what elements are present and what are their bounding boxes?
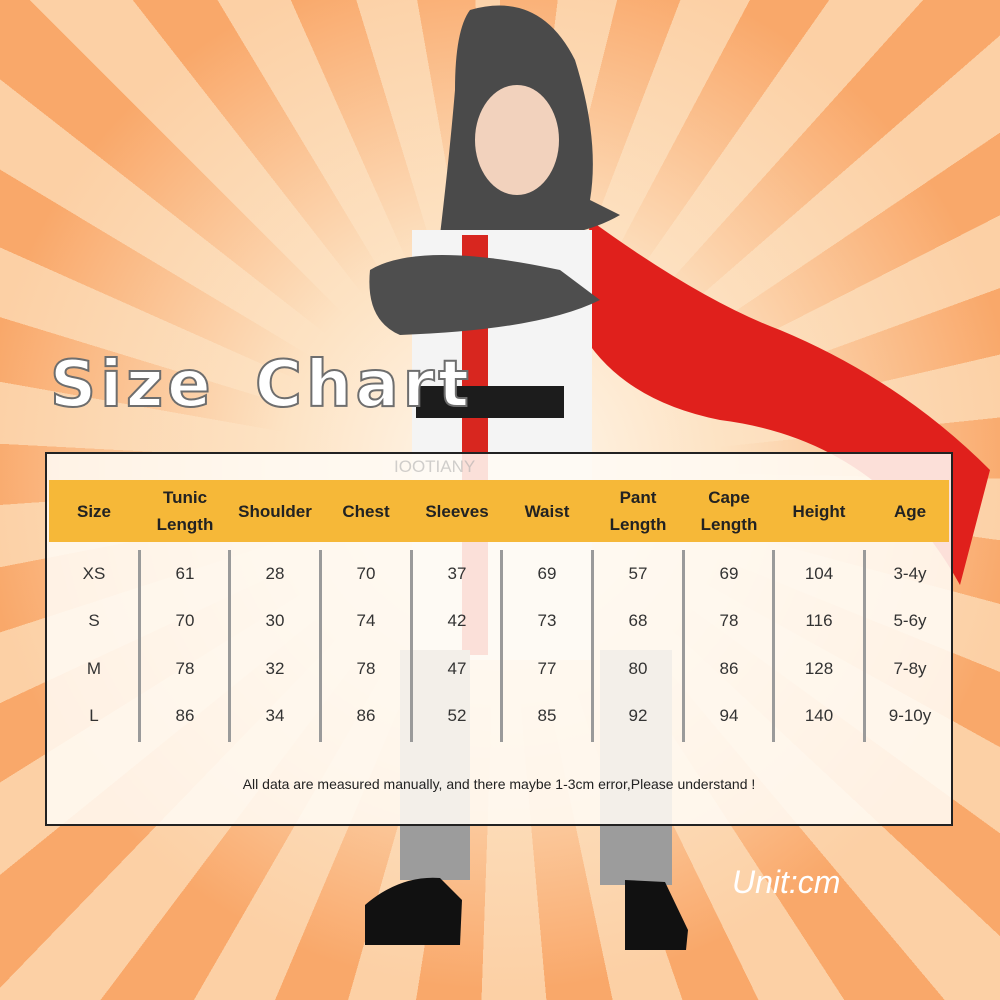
column-divider <box>319 550 322 742</box>
column-header: Waist <box>524 501 570 521</box>
table-cell: 73 <box>537 611 557 630</box>
table-cell: 34 <box>265 706 285 725</box>
table-cell: L <box>89 706 99 725</box>
header-band <box>49 480 949 542</box>
table-cell: 86 <box>719 659 739 678</box>
belt <box>416 386 564 418</box>
table-cell: 94 <box>719 706 739 725</box>
arms <box>369 255 600 335</box>
column-header: Cape Length <box>700 488 758 534</box>
column-header: Sleeves <box>425 501 489 521</box>
table-cell: 140 <box>804 706 834 725</box>
table-cell: 78 <box>719 611 739 630</box>
column-header: Chest <box>342 501 390 521</box>
column-divider <box>228 550 231 742</box>
table-cell: 74 <box>356 611 376 630</box>
table-cell: 78 <box>356 659 376 678</box>
table-cell: 86 <box>175 706 195 725</box>
table-cell: 128 <box>804 659 834 678</box>
table-cell: 37 <box>447 564 467 583</box>
table-cell: 85 <box>537 706 557 725</box>
column-header: Height <box>792 501 846 521</box>
table-cell: 78 <box>175 659 195 678</box>
table-cell: 70 <box>356 564 376 583</box>
table-cell: 116 <box>805 611 833 630</box>
table-cell: 61 <box>175 564 195 583</box>
table-cell: S <box>88 611 100 630</box>
column-divider <box>410 550 413 742</box>
table-cell: 69 <box>719 564 739 583</box>
table-cell: 80 <box>628 659 648 678</box>
column-header: Age <box>893 501 927 521</box>
column-divider <box>500 550 503 742</box>
right-shoe <box>625 880 688 950</box>
column-header: Shoulder <box>238 501 312 521</box>
column-header: Tunic Length <box>156 488 214 534</box>
table-cell: 92 <box>628 706 648 725</box>
face <box>475 85 559 195</box>
table-cell: 104 <box>804 564 834 583</box>
table-cell: 32 <box>265 659 285 678</box>
table-cell: 86 <box>356 706 376 725</box>
table-cell: 42 <box>447 611 467 630</box>
table-cell: XS <box>82 564 106 583</box>
table-cell: 52 <box>447 706 467 725</box>
table-cell: 68 <box>628 611 648 630</box>
table-cell: 9-10y <box>888 706 932 725</box>
column-divider <box>591 550 594 742</box>
table-cell: M <box>86 659 102 678</box>
column-divider <box>772 550 775 742</box>
column-divider <box>682 550 685 742</box>
table-cell: 7-8y <box>893 659 927 678</box>
red-cape <box>580 220 990 585</box>
table-cell: 57 <box>628 564 648 583</box>
table-cell: 47 <box>447 659 467 678</box>
table-cell: 70 <box>175 611 195 630</box>
measurement-note: All data are measured manually, and ther… <box>242 776 756 792</box>
unit-label: Unit:cm <box>732 864 841 900</box>
table-cell: 30 <box>265 611 285 630</box>
column-divider <box>138 550 141 742</box>
column-divider <box>863 550 866 742</box>
column-header: Size <box>76 501 112 521</box>
size-chart-title: Size Chart <box>49 347 473 423</box>
table-cell: 3-4y <box>893 564 927 583</box>
watermark: IOOTIANY <box>394 457 476 476</box>
left-shoe <box>365 877 462 945</box>
table-cell: 5-6y <box>893 611 927 630</box>
table-cell: 28 <box>265 564 285 583</box>
table-cell: 77 <box>537 659 557 678</box>
table-cell: 69 <box>537 564 557 583</box>
size-chart-table: IOOTIANY Size Tunic Length Shoulder Chest Sle… <box>45 452 953 826</box>
column-header: Pant Length <box>609 488 667 534</box>
